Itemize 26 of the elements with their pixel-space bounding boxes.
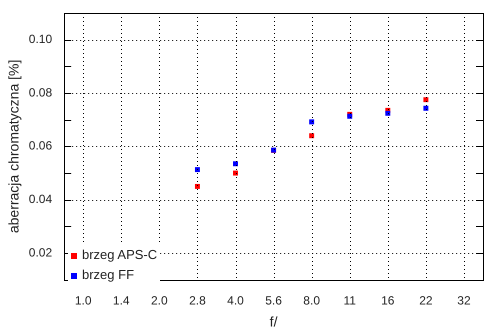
x-tick-label: 4.0: [227, 293, 244, 308]
y-tick-label: 0.08: [28, 85, 52, 100]
y-tick-label: 0.10: [28, 32, 52, 46]
x-tick-label: 1.0: [74, 293, 92, 308]
legend-label: brzeg FF: [82, 267, 134, 282]
point: [385, 110, 390, 116]
point: [194, 184, 200, 189]
x-tick-label: 2.0: [151, 293, 168, 308]
x-tick-label: 2.8: [189, 293, 206, 308]
x-tick-label: 5.6: [265, 293, 282, 308]
x-tick-label: 22: [419, 293, 433, 308]
point: [309, 119, 314, 124]
point: [423, 97, 428, 102]
x-tick-label: 1.4: [112, 293, 130, 308]
x-tick-label: 11: [343, 293, 356, 308]
x-axis-title: f/: [270, 313, 278, 330]
point: [233, 170, 238, 176]
y-tick-label: 0.06: [28, 138, 52, 153]
legend-label: brzeg APS-C: [82, 247, 158, 262]
x-tick-label: 32: [457, 293, 471, 308]
x-tick-label: 8.0: [303, 293, 320, 308]
y-tick-label: 0.02: [28, 245, 52, 260]
y-tick-label: 0.04: [28, 192, 52, 206]
y-axis-title: aberracja chromatyczna [%]: [5, 60, 22, 234]
point: [194, 167, 200, 172]
x-tick-label: 16: [381, 293, 395, 308]
